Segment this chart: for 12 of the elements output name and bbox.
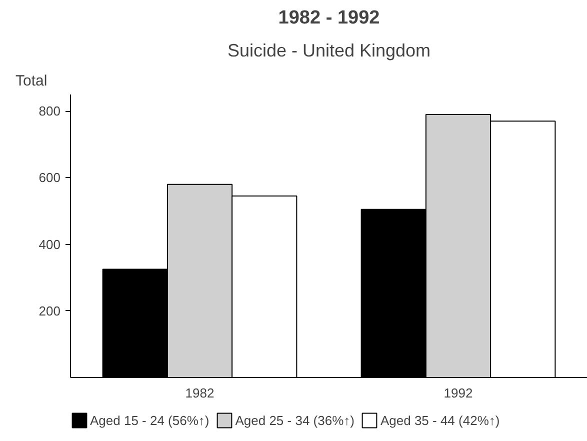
y-axis-title: Total <box>16 72 48 90</box>
x-tick-label: 1992 <box>444 386 473 400</box>
legend-label: Aged 35 - 44 (42%↑) <box>380 412 500 428</box>
legend-label: Aged 15 - 24 (56%↑) <box>90 412 210 428</box>
chart-subtitle: Suicide - United Kingdom <box>227 40 431 60</box>
y-tick-label: 800 <box>38 104 61 119</box>
chart-title: 1982 - 1992 <box>278 8 380 28</box>
y-tick-label: 600 <box>38 170 61 186</box>
y-tick-label: 200 <box>38 303 61 318</box>
x-tick-label: 1982 <box>185 386 214 400</box>
legend-label: Aged 25 - 34 (36%↑) <box>235 412 354 428</box>
y-tick-label: 400 <box>38 236 61 252</box>
